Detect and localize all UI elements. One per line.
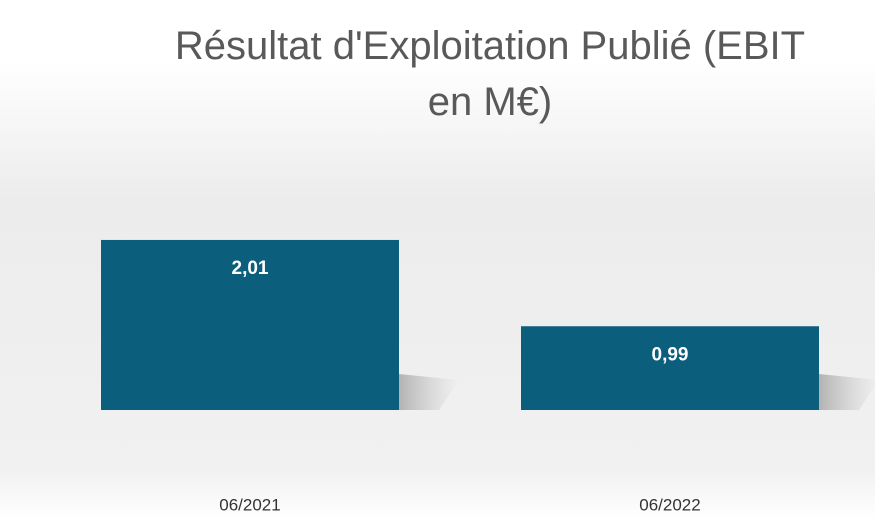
bar <box>521 326 819 410</box>
bar-shadow <box>399 374 459 410</box>
x-tick-label: 06/2021 <box>219 495 280 514</box>
value-label: 0,99 <box>652 344 689 365</box>
chart-title: Résultat d'Exploitation Publié (EBIT en … <box>174 24 806 124</box>
x-tick-label: 06/2022 <box>639 495 700 514</box>
bar <box>101 239 399 410</box>
value-label: 2,01 <box>232 258 269 279</box>
bar-shadow <box>819 374 875 410</box>
